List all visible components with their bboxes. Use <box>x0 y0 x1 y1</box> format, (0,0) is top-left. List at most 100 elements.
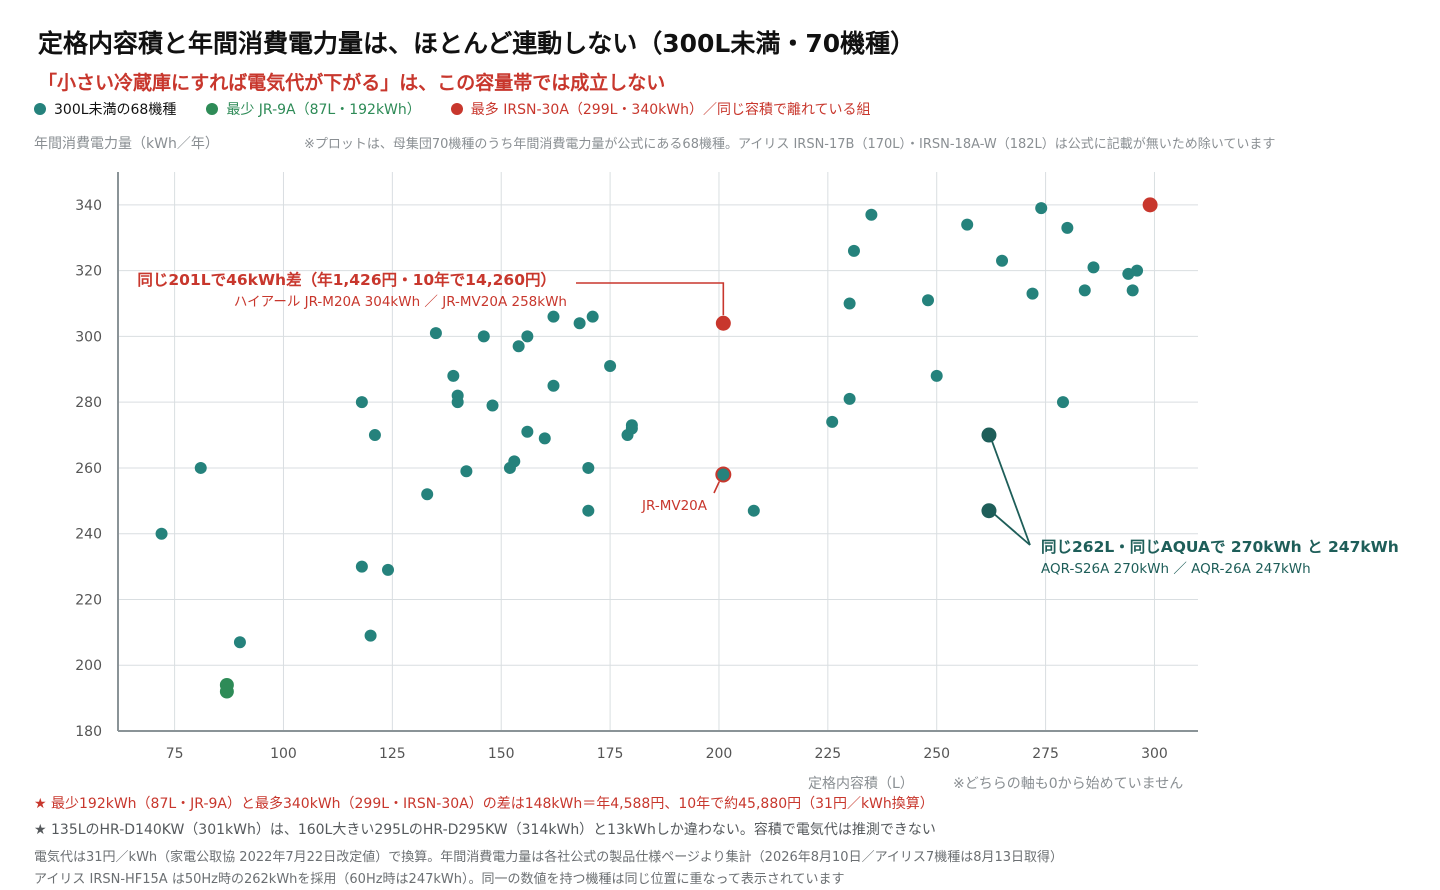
data-point <box>233 636 246 649</box>
data-point <box>477 330 490 343</box>
x-tick-label: 100 <box>270 746 297 762</box>
annotation-red-title: 同じ201Lで46kWh差（年1,426円・10年で14,260円） <box>137 270 556 289</box>
legend-marker-max <box>450 103 463 115</box>
data-point <box>1087 261 1100 274</box>
annotation-leader-dark-1 <box>991 440 1031 546</box>
data-point <box>1126 284 1139 297</box>
data-point <box>996 254 1009 267</box>
data-point <box>368 429 381 442</box>
data-point-pair-red <box>715 315 731 331</box>
data-point <box>747 504 760 517</box>
data-point <box>460 465 473 478</box>
footnote-2: ★ 135LのHR-D140KW（301kWh）は、160L大きい295LのHR… <box>34 822 936 838</box>
data-point <box>1061 221 1074 234</box>
x-tick-label: 200 <box>706 746 733 762</box>
data-point <box>382 563 394 576</box>
data-point <box>355 396 368 409</box>
x-tick-label: 275 <box>1032 746 1059 762</box>
page-title: 定格内容積と年間消費電力量は、ほとんど連動しない（300L未満・70機種） <box>38 29 916 58</box>
y-tick-label: 240 <box>75 527 102 543</box>
x-tick-label: 150 <box>488 746 515 762</box>
data-point <box>547 310 560 323</box>
footnote-3: 電気代は31円／kWh（家電公取協 2022年7月22日改定値）で換算。年間消費… <box>34 850 1064 865</box>
data-point <box>843 392 856 405</box>
x-tick-label: 250 <box>923 746 950 762</box>
legend-marker-main <box>34 103 46 115</box>
data-point-pair-dark <box>981 427 997 443</box>
data-point <box>538 432 551 445</box>
data-point <box>512 340 525 353</box>
x-tick-label: 225 <box>814 746 841 762</box>
data-point <box>355 560 368 573</box>
annotation-leader-red-point <box>713 481 721 494</box>
data-point <box>508 455 521 468</box>
y-tick-label: 200 <box>75 658 102 674</box>
data-point <box>486 399 499 412</box>
data-point <box>521 425 534 438</box>
data-point <box>1131 264 1144 277</box>
legend: 300L未満の68機種 最少 JR-9A（87L・192kWh） 最多 IRSN… <box>34 99 871 119</box>
data-point <box>429 327 442 340</box>
y-tick-label: 300 <box>75 329 102 345</box>
legend-label-max: 最多 IRSN-30A（299L・340kWh）／同じ容積で離れている組 <box>470 102 871 118</box>
y-tick-label: 340 <box>75 198 102 214</box>
legend-label-min: 最少 JR-9A（87L・192kWh） <box>226 102 421 118</box>
legend-label-main: 300L未満の68機種 <box>54 102 177 118</box>
data-point <box>604 360 617 373</box>
footnote-4: アイリス IRSN-HF15A は50Hz時の262kWhを採用（60Hz時は2… <box>34 872 845 887</box>
data-point <box>582 461 595 474</box>
data-point <box>586 310 599 323</box>
y-tick-label: 180 <box>75 724 102 740</box>
annotation-red-subtitle: ハイアール JR-M20A 304kWh ／ JR-MV20A 258kWh <box>234 294 567 310</box>
data-point <box>922 294 934 307</box>
x-tick-label: 300 <box>1141 746 1168 762</box>
x-axis-label: 定格内容積（L） <box>808 776 914 792</box>
data-point <box>865 208 878 221</box>
x-tick-label: 175 <box>597 746 624 762</box>
data-point-pair-red <box>715 466 732 483</box>
x-tick-label: 125 <box>379 746 406 762</box>
data-point <box>625 422 638 435</box>
y-tick-label: 220 <box>75 592 102 608</box>
page-subtitle: 「小さい冷蔵庫にすれば電気代が下がる」は、この容量帯では成立しない <box>38 72 666 94</box>
data-point <box>1026 287 1039 300</box>
data-point <box>1035 202 1048 215</box>
legend-marker-min <box>206 103 219 115</box>
annotation-leader-dark-2 <box>994 514 1031 546</box>
data-point <box>847 244 860 257</box>
data-point <box>155 527 168 540</box>
data-point <box>582 504 595 517</box>
data-point <box>451 396 464 409</box>
y-axis-label: 年間消費電力量（kWh／年） <box>34 136 219 152</box>
data-point <box>521 330 534 343</box>
data-point <box>421 488 434 501</box>
x-tick-label: 75 <box>166 746 184 762</box>
legend-item-min: 最少 JR-9A（87L・192kWh） <box>206 99 421 119</box>
y-tick-label: 280 <box>75 395 102 411</box>
annotation-leader-red <box>576 282 725 316</box>
data-point <box>194 461 207 474</box>
data-point <box>447 369 460 382</box>
legend-item-max: 最多 IRSN-30A（299L・340kWh）／同じ容積で離れている組 <box>450 99 871 119</box>
annotation-red-point-label: JR-MV20A <box>641 498 708 514</box>
data-point <box>573 317 586 330</box>
data-point-min <box>219 684 234 699</box>
axis-note: ※どちらの軸も0から始めていません <box>953 776 1184 792</box>
data-point <box>1078 284 1091 297</box>
legend-item-main: 300L未満の68機種 <box>34 99 176 119</box>
plot-note: ※プロットは、母集団70機種のうち年間消費電力量が公式にある68機種。アイリス … <box>304 137 1276 152</box>
data-point <box>826 415 839 428</box>
y-tick-label: 320 <box>75 264 102 280</box>
data-point <box>843 297 856 310</box>
data-point-max <box>1142 197 1158 213</box>
data-point <box>364 629 377 642</box>
annotation-dark-subtitle: AQR-S26A 270kWh ／ AQR-26A 247kWh <box>1041 561 1311 577</box>
data-point <box>961 218 974 231</box>
footnote-1: ★ 最少192kWh（87L・JR-9A）と最多340kWh（299L・IRSN… <box>34 796 934 812</box>
data-point-pair-dark <box>981 503 997 519</box>
annotation-dark-title: 同じ262L・同じAQUAで 270kWh と 247kWh <box>1041 538 1399 556</box>
y-tick-label: 260 <box>75 461 102 477</box>
data-point <box>1057 396 1069 409</box>
data-point <box>547 379 560 392</box>
